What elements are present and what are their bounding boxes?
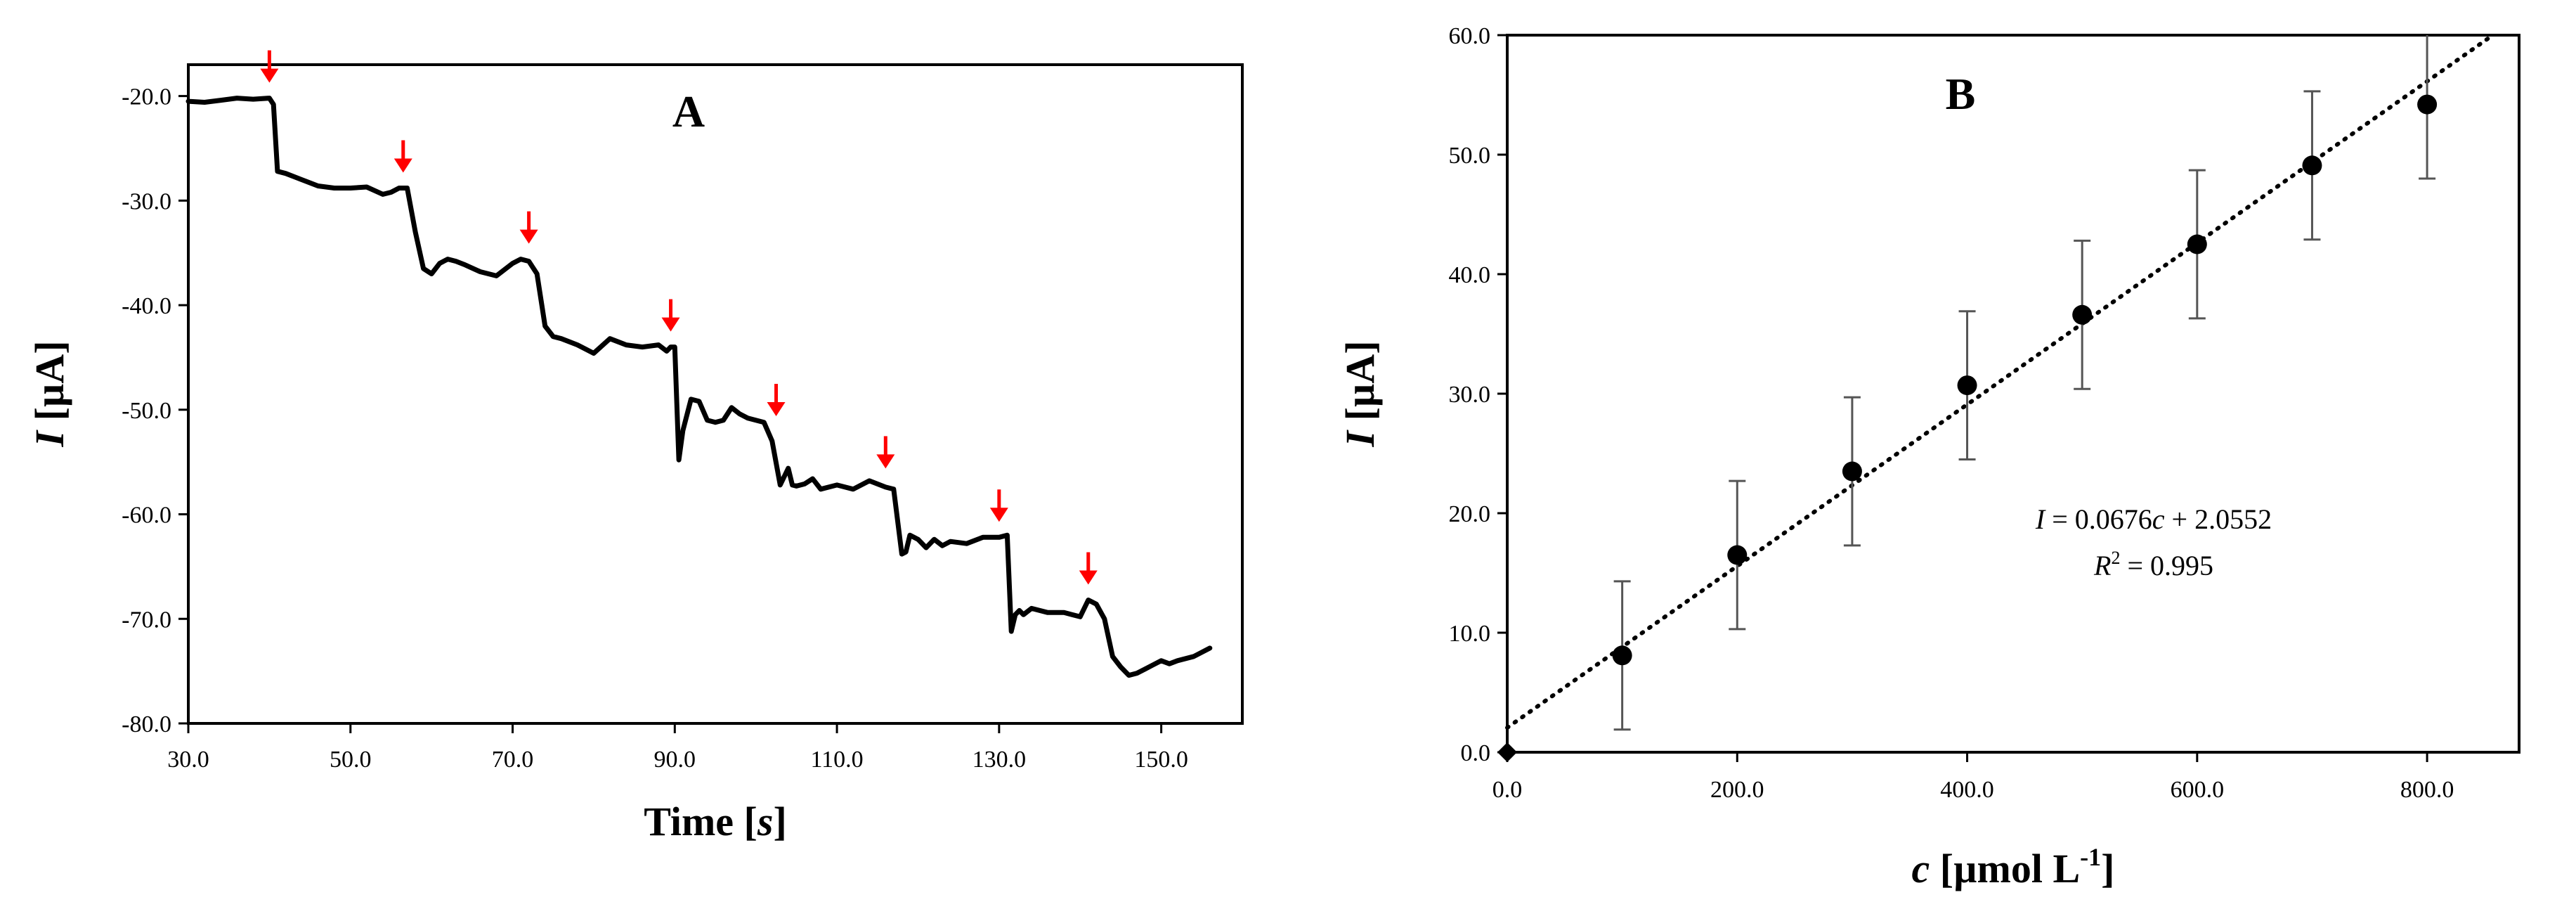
panel-b-x-tick-label: 600.0	[2171, 777, 2225, 803]
panel-a-y-axis-label: I [µA]	[27, 340, 72, 447]
panel-a-arrow	[260, 50, 279, 83]
panel-b-x-axis-label: c [µmol L-1]	[1912, 843, 2115, 891]
panel-a-x-tick-label: 30.0	[167, 747, 209, 773]
panel-a-x-tick-label: 110.0	[810, 747, 863, 773]
panel-a-y-tick-label: -80.0	[122, 711, 171, 737]
panel-a-x-tick-label: 130.0	[972, 747, 1027, 773]
panel-b-y-tick-label: 0.0	[1461, 740, 1491, 766]
panel-a-y-tick-label: -70.0	[122, 607, 171, 633]
panel-a-y-tick-label: -60.0	[122, 503, 171, 529]
panel-b-linear-trendline	[1505, 33, 2495, 730]
panel-a-arrow	[989, 489, 1008, 522]
panel-b-x-tick-label: 800.0	[2400, 777, 2454, 803]
panel-a-plot-frame	[187, 63, 1244, 725]
panel-a-arrow	[661, 299, 680, 332]
panel-b-data-point	[2072, 304, 2093, 325]
panel-a-addition-arrows	[260, 50, 1098, 585]
panel-a-time-series-chart: 30.0 50.0 70.0 90.0 110.0 130.0 150.0 -20.0 -30…	[27, 50, 1244, 844]
panel-b-data-point	[1727, 545, 1748, 565]
panel-a-x-tick-label: 70.0	[492, 747, 534, 773]
panel-a-y-tick-label: -50.0	[122, 398, 171, 424]
panel-b-x-tick-label: 400.0	[1940, 777, 1994, 803]
panel-a-x-tick-label: 90.0	[654, 747, 696, 773]
panel-a-x-tick-label: 150.0	[1134, 747, 1188, 773]
panel-b-data-point	[2187, 234, 2207, 254]
panel-b-y-tick-label: 50.0	[1449, 143, 1491, 169]
panel-b-calibration-chart: 0.0 200.0 400.0 600.0 800.0 0.0 10.0 20.0 30.0 4…	[1337, 23, 2520, 891]
panel-a-letter: A	[672, 86, 705, 136]
panel-b-r-squared: R2 = 0.995	[2093, 548, 2213, 581]
panel-b-regression-equation: I = 0.0676c + 2.0552	[2035, 503, 2272, 535]
panel-b-y-tick-label: 20.0	[1449, 501, 1491, 527]
panel-a-x-ticks: 30.0 50.0 70.0 90.0 110.0 130.0 150.0	[167, 723, 1188, 773]
panel-a-y-tick-label: -20.0	[122, 84, 171, 110]
panel-a-x-axis-label: Time [s]	[644, 799, 787, 844]
panel-a-y-ticks: -20.0 -30.0 -40.0 -50.0 -60.0 -70.0 -80.0	[122, 84, 188, 737]
panel-a-arrow	[1079, 552, 1098, 585]
panel-b-x-ticks: 0.0 200.0 400.0 600.0 800.0	[1492, 752, 2454, 803]
panel-b-data-point	[1842, 461, 1862, 482]
panel-a-x-tick-label: 50.0	[330, 747, 372, 773]
panel-b-y-tick-label: 60.0	[1449, 23, 1491, 49]
panel-b-data-point	[2302, 155, 2322, 176]
panel-a-current-series-line	[186, 96, 1213, 678]
panel-b-error-bars	[1613, 35, 2436, 731]
panel-b-x-tick-label: 0.0	[1492, 777, 1523, 803]
panel-b-plot-frame	[1506, 34, 2520, 754]
panel-a-arrow	[876, 436, 895, 469]
panel-b-data-points	[1497, 94, 2438, 762]
panel-b-data-point	[1612, 645, 1632, 666]
panel-a-arrow	[393, 140, 412, 173]
panel-b-y-tick-label: 30.0	[1449, 382, 1491, 408]
panel-a-y-tick-label: -40.0	[122, 293, 171, 319]
panel-a-arrow	[767, 384, 786, 417]
panel-b-x-tick-label: 200.0	[1710, 777, 1764, 803]
panel-a-arrow	[519, 211, 538, 244]
panel-b-y-ticks: 0.0 10.0 20.0 30.0 40.0 50.0 60.0	[1449, 23, 1507, 766]
panel-b-y-axis-label: I [µA]	[1337, 340, 1383, 447]
panel-b-y-tick-label: 10.0	[1449, 621, 1491, 647]
panel-b-y-tick-label: 40.0	[1449, 262, 1491, 288]
panel-a-y-tick-label: -30.0	[122, 188, 171, 214]
panel-b-letter: B	[1946, 69, 1976, 119]
panel-b-data-point	[1957, 375, 1977, 396]
panel-b-data-point	[2417, 94, 2438, 115]
panel-b-data-point	[1497, 742, 1517, 762]
